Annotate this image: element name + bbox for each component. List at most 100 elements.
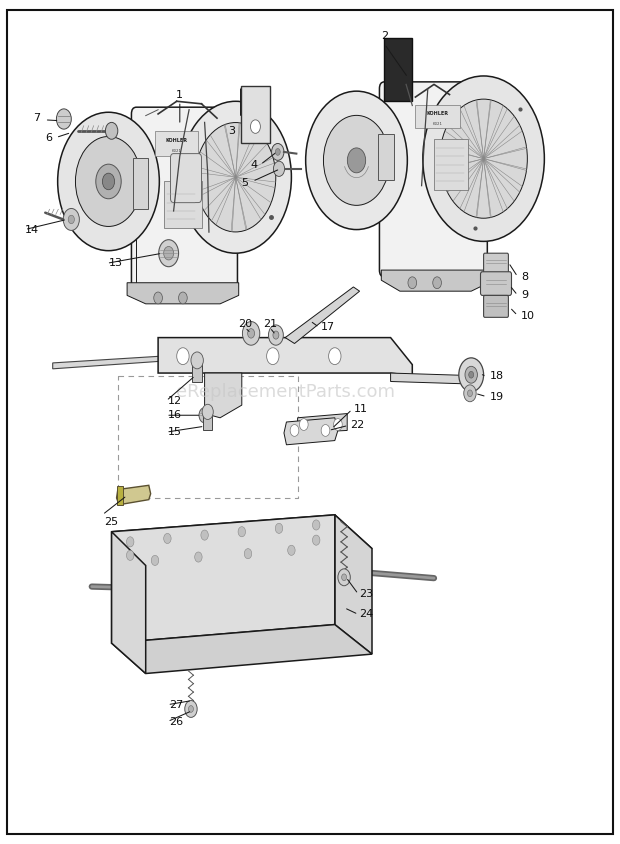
Circle shape [56,109,71,129]
FancyBboxPatch shape [133,158,148,209]
FancyBboxPatch shape [484,295,508,317]
Polygon shape [284,418,338,445]
Polygon shape [53,356,161,369]
Bar [434,139,468,190]
Polygon shape [127,283,239,304]
Circle shape [275,523,283,533]
Circle shape [105,122,118,139]
Circle shape [273,331,279,339]
Text: 1: 1 [176,89,184,100]
Circle shape [290,425,299,436]
Circle shape [299,419,308,430]
Text: 19: 19 [490,392,504,402]
Polygon shape [335,515,372,654]
Circle shape [347,148,366,173]
Circle shape [68,215,74,224]
Text: 2: 2 [381,30,388,41]
Circle shape [63,208,79,230]
Text: K321: K321 [433,122,443,126]
Text: 3: 3 [229,126,236,136]
Text: 22: 22 [350,420,365,430]
Text: KOHLER: KOHLER [166,138,188,143]
Polygon shape [112,532,146,674]
Circle shape [408,277,417,289]
Polygon shape [285,287,360,344]
Text: 27: 27 [169,700,183,710]
Circle shape [312,535,320,545]
FancyBboxPatch shape [484,253,508,273]
Circle shape [76,137,141,226]
Bar [241,86,270,143]
Circle shape [201,530,208,540]
FancyBboxPatch shape [378,134,394,180]
Text: 20: 20 [238,319,252,329]
Text: 14: 14 [25,225,39,235]
FancyBboxPatch shape [170,154,202,203]
Text: 5: 5 [241,178,248,188]
Circle shape [180,101,291,253]
Polygon shape [391,373,471,384]
Bar [415,105,460,128]
Circle shape [440,99,528,219]
Circle shape [244,549,252,559]
Circle shape [324,116,389,205]
Text: 8: 8 [521,272,528,282]
Circle shape [321,425,330,436]
Text: eReplacementParts.com: eReplacementParts.com [175,383,395,402]
Circle shape [272,143,284,160]
Polygon shape [381,270,489,291]
Circle shape [159,240,179,267]
Circle shape [151,555,159,565]
Circle shape [268,325,283,345]
Text: 7: 7 [33,113,40,123]
Circle shape [273,161,285,176]
Circle shape [338,569,350,586]
Circle shape [185,701,197,717]
Text: 13: 13 [108,258,123,268]
Text: 4: 4 [250,160,257,170]
Circle shape [195,122,276,232]
Polygon shape [112,515,335,643]
Circle shape [312,520,320,530]
Circle shape [102,173,115,190]
FancyBboxPatch shape [379,82,487,277]
Circle shape [459,358,484,392]
Text: 23: 23 [360,589,374,599]
FancyBboxPatch shape [131,107,237,289]
Circle shape [464,385,476,402]
Circle shape [164,533,171,544]
Circle shape [188,706,193,712]
Circle shape [469,371,474,378]
Text: 16: 16 [167,410,182,420]
Circle shape [267,348,279,365]
Polygon shape [112,515,372,565]
Circle shape [247,328,255,338]
Text: 26: 26 [169,717,183,727]
Polygon shape [298,414,347,433]
Circle shape [202,404,213,419]
Circle shape [465,366,477,383]
Bar [164,181,202,228]
Text: 17: 17 [321,322,335,333]
Circle shape [96,164,122,198]
Circle shape [126,550,134,560]
Polygon shape [117,485,151,505]
Circle shape [177,348,189,365]
Text: 11: 11 [353,404,368,414]
Text: 25: 25 [104,517,118,527]
Text: 6: 6 [46,133,53,143]
Circle shape [191,352,203,369]
Circle shape [423,76,544,241]
Bar [384,38,412,101]
Circle shape [195,552,202,562]
Circle shape [288,545,295,555]
Circle shape [126,537,134,547]
FancyBboxPatch shape [192,360,202,382]
Circle shape [164,246,174,260]
Circle shape [250,120,260,133]
Circle shape [275,149,280,155]
Circle shape [467,390,472,397]
Text: 10: 10 [521,311,535,321]
Circle shape [342,574,347,581]
Text: K321: K321 [172,149,182,153]
